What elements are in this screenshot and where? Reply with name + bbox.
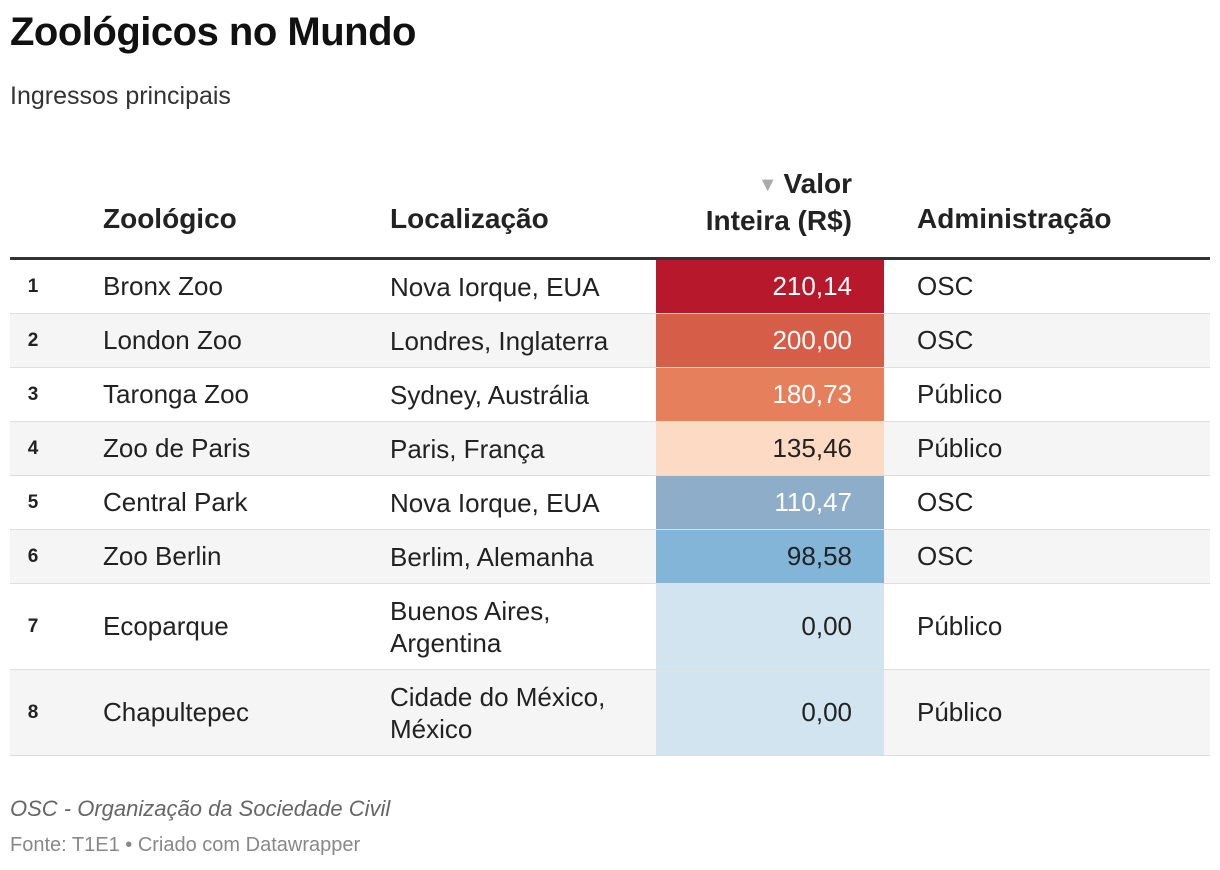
cell-location: Londres, Inglaterra — [390, 325, 609, 356]
cell-location: Nova Iorque, EUA — [390, 271, 600, 302]
cell-zoo: Zoo de Paris — [103, 433, 251, 463]
cell-admin: OSC — [917, 271, 974, 301]
cell-admin: Público — [917, 611, 1003, 641]
cell-zoo: Chapultepec — [103, 697, 249, 727]
cell-zoo: London Zoo — [103, 325, 242, 355]
table-row: 7 Ecoparque Buenos Aires, Argentina 0,00 Púb… — [10, 584, 1210, 670]
table-row: 2 London Zoo Londres, Inglaterra 200,00 OSC — [10, 314, 1210, 368]
cell-zoo: Zoo Berlin — [103, 541, 222, 571]
row-rank: 2 — [27, 329, 39, 351]
source-credit: Fonte: T1E1 • Criado com Datawrapper — [10, 834, 361, 856]
table-row: 3 Taronga Zoo Sydney, Austrália 180,73 Públi… — [10, 368, 1210, 422]
cell-zoo: Bronx Zoo — [103, 271, 223, 301]
cell-admin: Público — [917, 379, 1003, 409]
cell-value: 98,58 — [656, 530, 884, 583]
cell-value: 200,00 — [656, 314, 884, 367]
row-rank: 8 — [27, 701, 39, 723]
cell-value: 110,47 — [656, 476, 884, 529]
row-rank: 5 — [27, 491, 39, 513]
table-row: 4 Zoo de Paris Paris, França 135,46 Público — [10, 422, 1210, 476]
row-rank: 3 — [27, 383, 39, 405]
row-rank: 1 — [27, 275, 39, 297]
cell-admin: OSC — [917, 541, 974, 571]
column-header-value-line2: Inteira (R$) — [705, 205, 852, 236]
cell-value: 210,14 — [656, 260, 884, 313]
cell-admin: OSC — [917, 487, 974, 517]
row-rank: 6 — [27, 545, 39, 567]
table-row: 8 Chapultepec Cidade do México, México 0,00… — [10, 670, 1210, 756]
cell-location: Berlim, Alemanha — [390, 541, 594, 572]
cell-location: Nova Iorque, EUA — [390, 487, 600, 518]
table-row: 1 Bronx Zoo Nova Iorque, EUA 210,14 OSC — [10, 260, 1210, 314]
cell-value: 180,73 — [656, 368, 884, 421]
data-table: Zoológico Localização ▼ Valor Inteira (R$… — [10, 165, 1210, 756]
cell-admin: Público — [917, 433, 1003, 463]
column-header-value[interactable]: ▼ Valor Inteira (R$) — [656, 166, 852, 239]
table-row: 5 Central Park Nova Iorque, EUA 110,47 OSC — [10, 476, 1210, 530]
chart-title: Zoológicos no Mundo — [10, 10, 416, 54]
row-rank: 4 — [27, 437, 39, 459]
cell-location: Paris, França — [390, 433, 545, 464]
column-header-value-line1: Valor — [783, 168, 852, 199]
footnote: OSC - Organização da Sociedade Civil — [10, 796, 391, 821]
cell-value: 0,00 — [656, 670, 884, 755]
column-header-admin[interactable]: Administração — [917, 203, 1112, 234]
cell-location: Cidade do México, México — [390, 681, 606, 744]
cell-value: 135,46 — [656, 422, 884, 475]
cell-value: 0,00 — [656, 584, 884, 669]
cell-zoo: Taronga Zoo — [103, 379, 249, 409]
row-rank: 7 — [27, 615, 39, 637]
cell-admin: OSC — [917, 325, 974, 355]
table-body: 1 Bronx Zoo Nova Iorque, EUA 210,14 OSC 2 Lond… — [10, 260, 1210, 756]
table-row: 6 Zoo Berlin Berlim, Alemanha 98,58 OSC — [10, 530, 1210, 584]
column-header-location[interactable]: Localização — [390, 203, 549, 234]
column-header-zoo[interactable]: Zoológico — [103, 203, 237, 234]
table-header: Zoológico Localização ▼ Valor Inteira (R$… — [10, 165, 1210, 260]
cell-location: Buenos Aires, Argentina — [390, 595, 551, 658]
cell-location: Sydney, Austrália — [390, 379, 589, 410]
chart-subtitle: Ingressos principais — [10, 82, 231, 110]
cell-admin: Público — [917, 697, 1003, 727]
cell-zoo: Central Park — [103, 487, 248, 517]
sort-descending-icon[interactable]: ▼ — [757, 174, 778, 196]
cell-zoo: Ecoparque — [103, 611, 229, 641]
